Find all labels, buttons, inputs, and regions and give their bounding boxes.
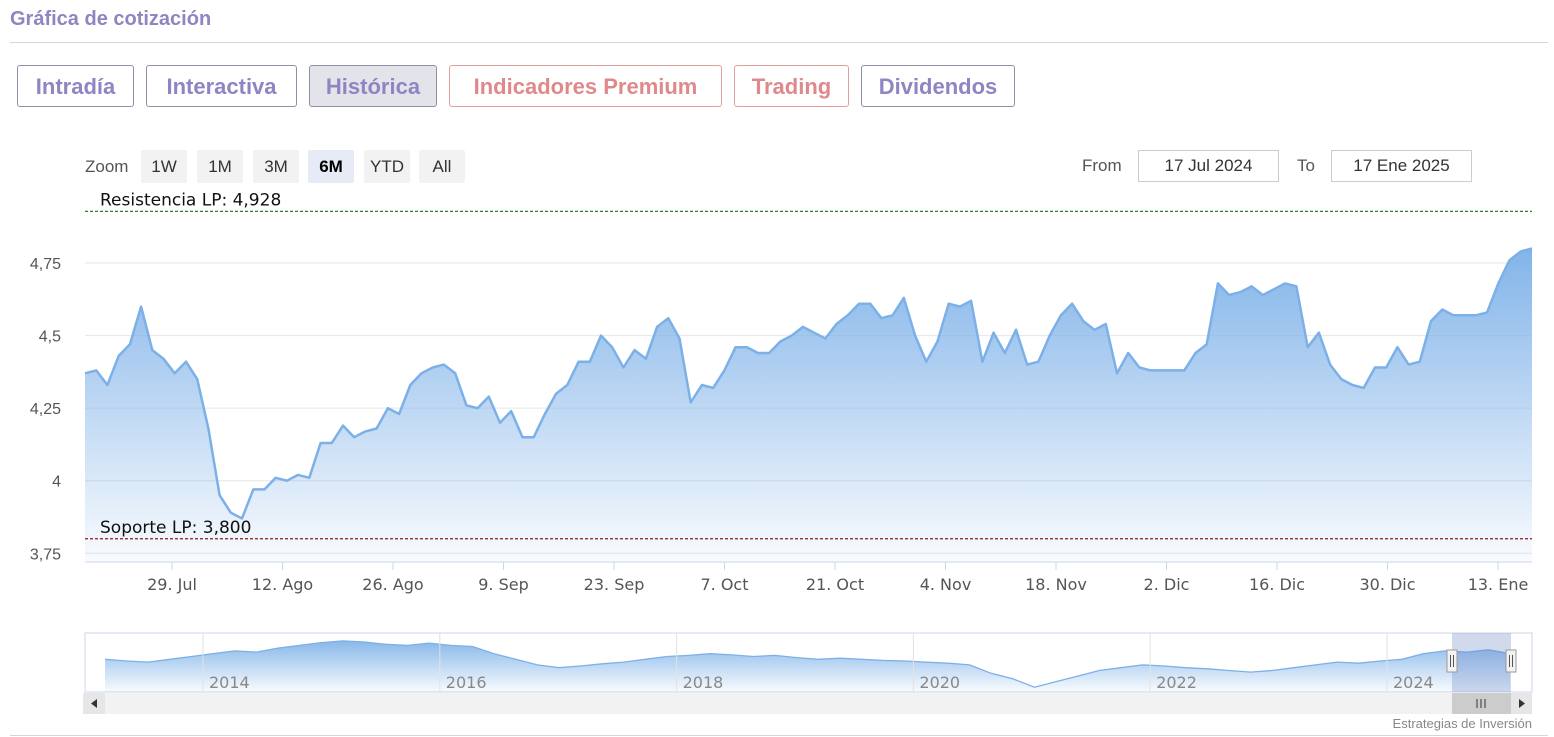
zoom-1w-button[interactable]: 1W [141, 150, 187, 183]
zoom-3m-button[interactable]: 3M [253, 150, 299, 183]
x-axis: 29. Jul 12. Ago 26. Ago 9. Sep 23. Sep 7. Oct… [85, 561, 1532, 594]
price-area [85, 248, 1532, 562]
support-label: Soporte LP: 3,800 [100, 518, 251, 538]
tab-indicadores-premium[interactable]: Indicadores Premium [449, 65, 722, 107]
x-tick-label: 9. Sep [478, 575, 529, 594]
scroll-right-icon [1519, 699, 1525, 708]
price-line [84, 247, 1533, 520]
range-from-label: From [1082, 156, 1122, 175]
x-tick-label: 29. Jul [147, 575, 197, 594]
y-tick-label: 4,25 [30, 401, 61, 418]
navigator-year-label: 2014 [209, 673, 250, 692]
x-tick-label: 4. Nov [920, 575, 972, 594]
navigator-handle[interactable] [1446, 649, 1458, 673]
zoom-1m-button[interactable]: 1M [197, 150, 243, 183]
y-tick-label: 4,75 [30, 256, 61, 273]
tab-trading[interactable]: Trading [734, 65, 849, 107]
x-tick-label: 16. Dic [1249, 575, 1305, 594]
tab-historica[interactable]: Histórica [309, 65, 437, 107]
y-tick-label: 3,75 [30, 546, 61, 563]
page-title: Gráfica de cotización [10, 8, 212, 30]
x-tick-label: 7. Oct [700, 575, 748, 594]
range-to-label: To [1297, 156, 1315, 175]
x-tick-label: 30. Dic [1359, 575, 1415, 594]
resistance-label: Resistencia LP: 4,928 [100, 190, 281, 210]
navigator-handle[interactable] [1505, 649, 1517, 673]
range-to-input[interactable]: 17 Ene 2025 [1331, 150, 1472, 182]
x-tick-label: 21. Oct [806, 575, 864, 594]
title-divider [10, 42, 1548, 43]
y-axis: 3,75 4 4,25 4,5 4,75 [30, 256, 61, 563]
navigator-year-label: 2018 [683, 673, 724, 692]
x-tick-label: 18. Nov [1025, 575, 1087, 594]
bottom-divider [10, 735, 1548, 736]
x-tick-label: 26. Ago [362, 575, 423, 594]
price-series [84, 247, 1533, 562]
navigator-area [105, 640, 1510, 692]
zoom-6m-button[interactable]: 6M [308, 150, 354, 183]
x-tick-label: 2. Dic [1144, 575, 1190, 594]
navigator-selection [1452, 633, 1511, 692]
tab-dividendos[interactable]: Dividendos [861, 65, 1015, 107]
zoom-all-button[interactable]: All [419, 150, 465, 183]
scroll-left-icon [91, 699, 97, 708]
support-resistance-lines: Resistencia LP: 4,928 Soporte LP: 3,800 [85, 190, 1532, 540]
navigator-line [104, 640, 1511, 688]
navigator-year-label: 2022 [1156, 673, 1197, 692]
scrollbar-track [83, 693, 1532, 714]
zoom-ytd-button[interactable]: YTD [364, 150, 410, 183]
tab-intradia[interactable]: Intradía [17, 65, 134, 107]
x-tick-label: 13. Ene [1468, 575, 1529, 594]
zoom-label: Zoom [85, 157, 129, 176]
navigator[interactable]: 2014 2016 2018 2020 2022 2024 [83, 632, 1533, 714]
y-tick-label: 4 [52, 474, 61, 491]
navigator-year-label: 2024 [1393, 673, 1434, 692]
x-tick-label: 12. Ago [252, 575, 313, 594]
range-from-input[interactable]: 17 Jul 2024 [1138, 150, 1279, 182]
y-tick-label: 4,5 [39, 329, 61, 346]
tab-interactiva[interactable]: Interactiva [146, 65, 297, 107]
credit-text: Estrategias de Inversión [1392, 716, 1532, 731]
x-tick-label: 23. Sep [584, 575, 645, 594]
navigator-year-label: 2020 [919, 673, 960, 692]
navigator-year-label: 2016 [446, 673, 487, 692]
